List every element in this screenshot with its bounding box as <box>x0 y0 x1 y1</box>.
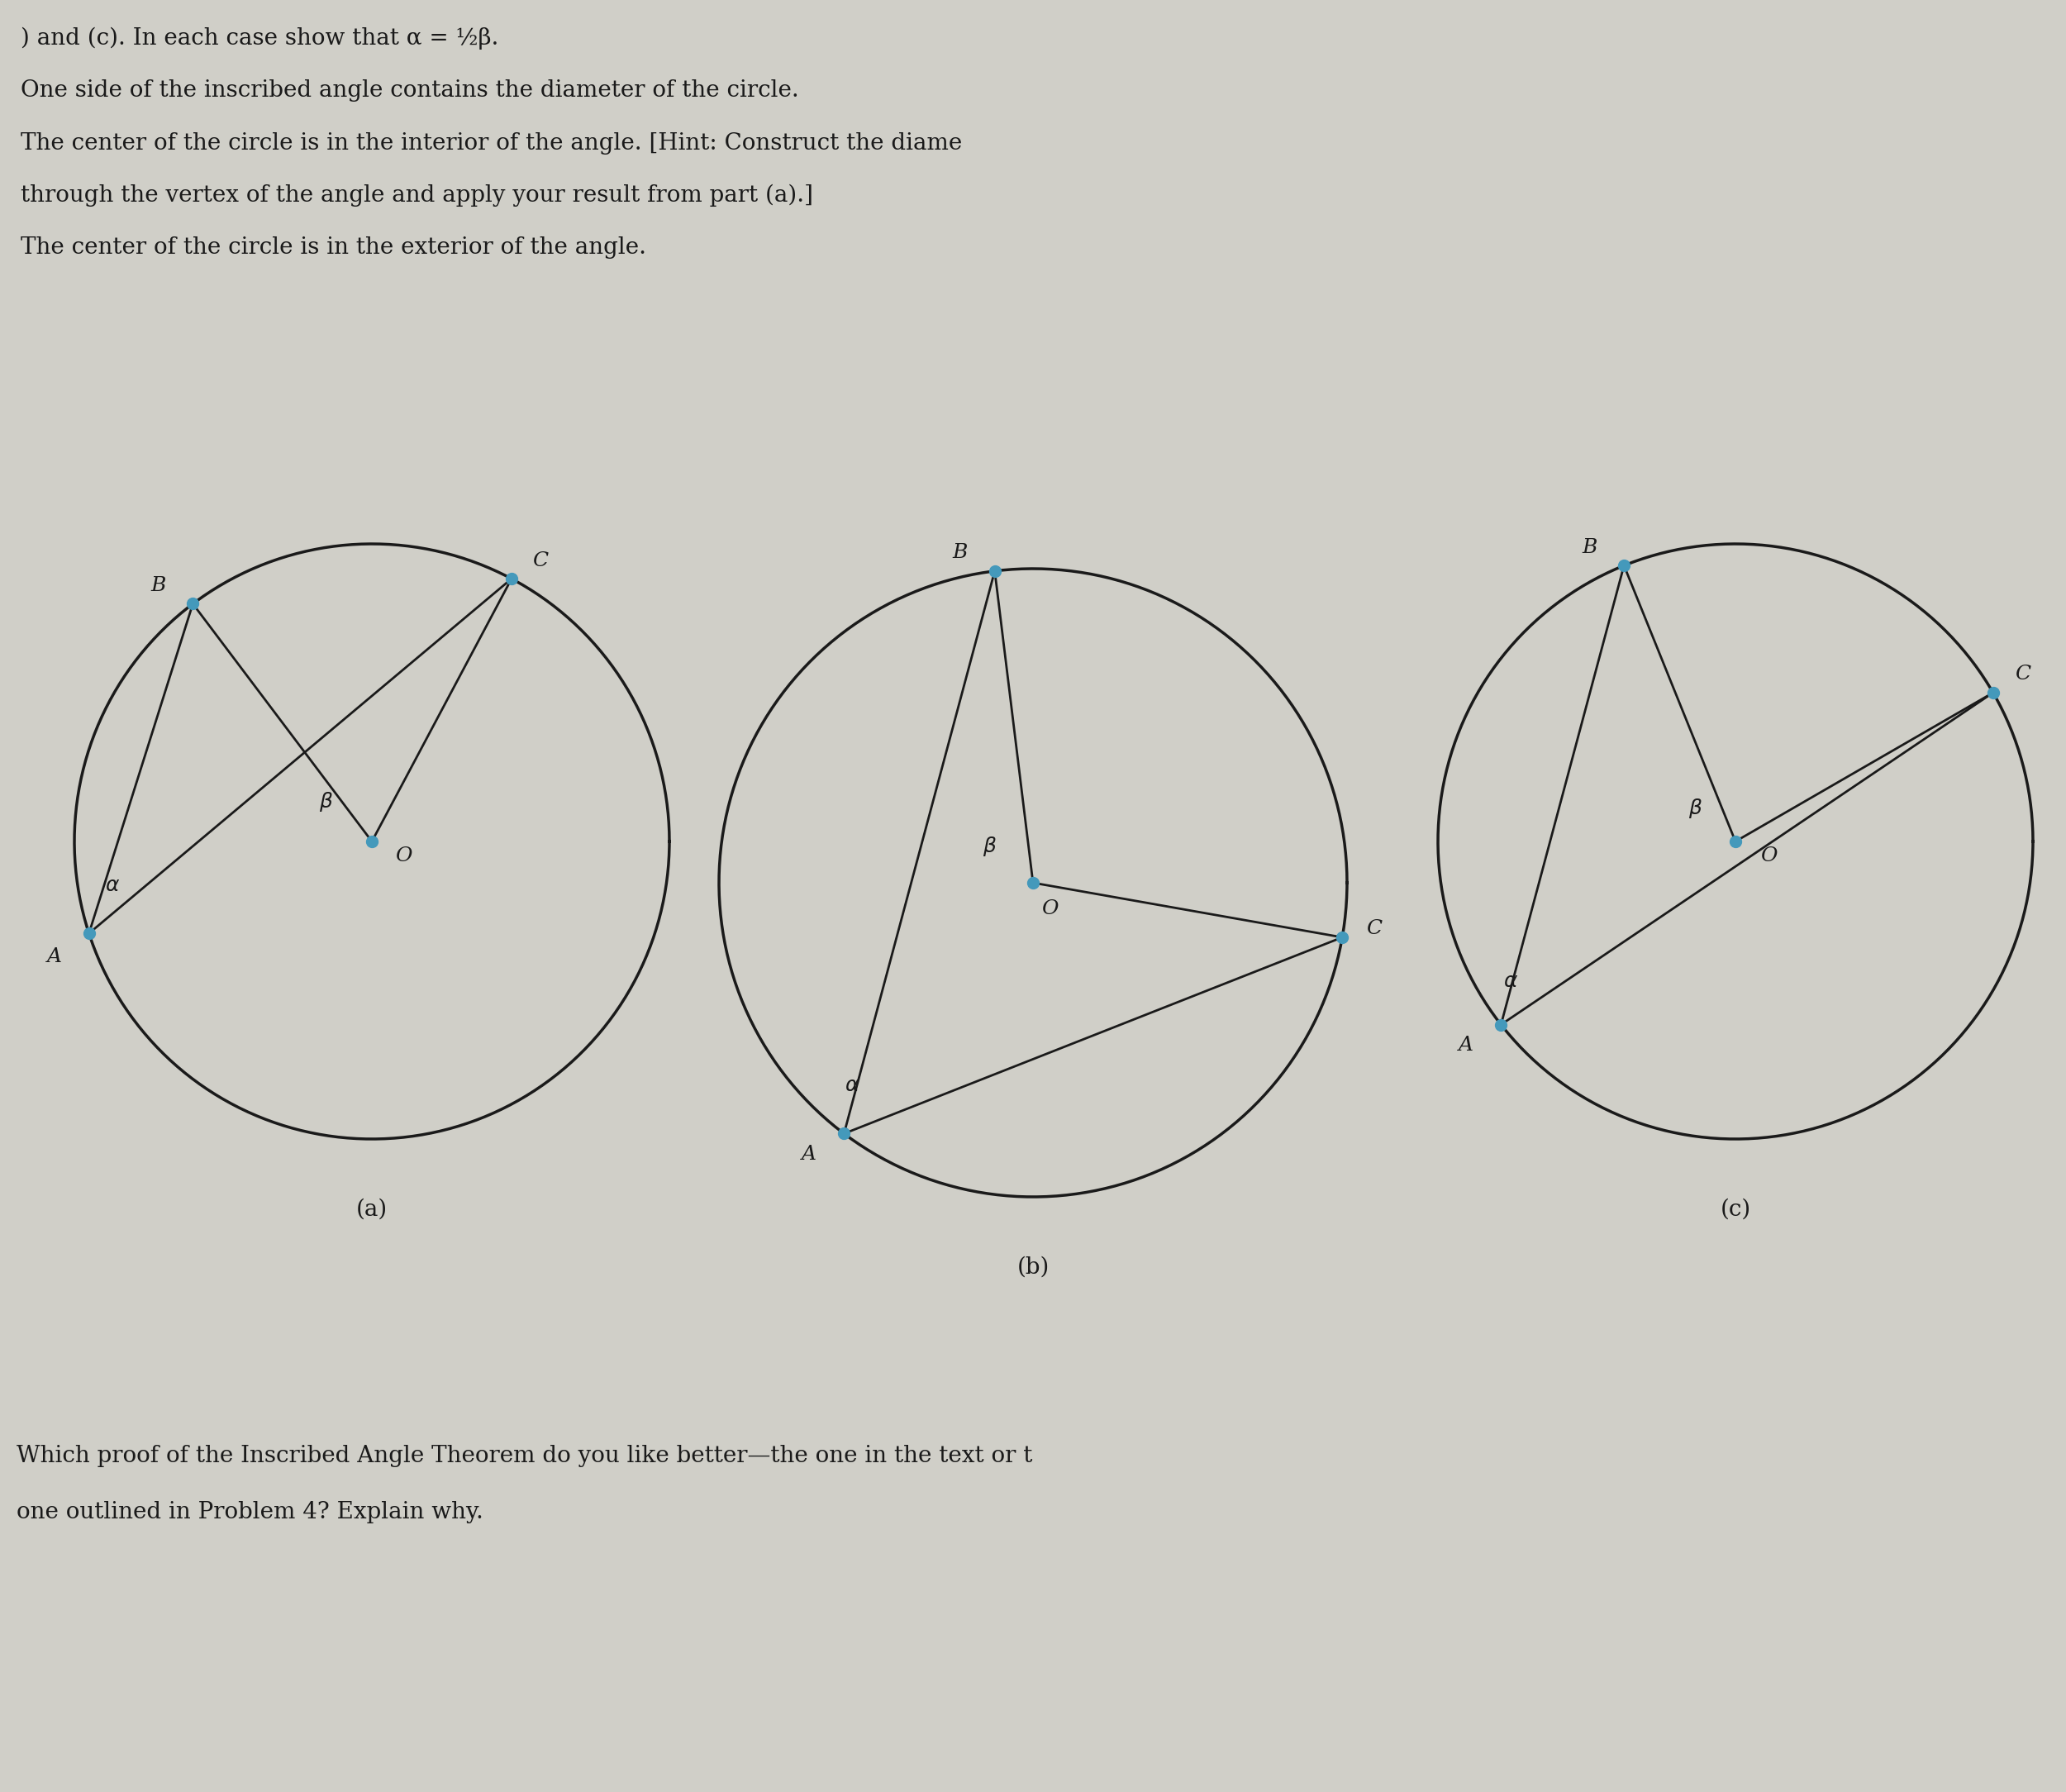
Text: Which proof of the Inscribed Angle Theorem do you like better—the one in the tex: Which proof of the Inscribed Angle Theor… <box>17 1444 1033 1468</box>
Text: one outlined in Problem 4? Explain why.: one outlined in Problem 4? Explain why. <box>17 1502 483 1523</box>
Text: A: A <box>802 1145 816 1163</box>
Text: through the vertex of the angle and apply your result from part (a).]: through the vertex of the angle and appl… <box>21 185 814 206</box>
Text: The center of the circle is in the interior of the angle. [Hint: Construct the d: The center of the circle is in the inter… <box>21 133 963 154</box>
Text: C: C <box>1366 919 1382 939</box>
Text: $\beta$: $\beta$ <box>1688 797 1702 821</box>
Text: One side of the inscribed angle contains the diameter of the circle.: One side of the inscribed angle contains… <box>21 79 800 102</box>
Text: $\alpha$: $\alpha$ <box>1504 971 1519 991</box>
Text: C: C <box>533 550 547 570</box>
Text: C: C <box>2014 665 2031 685</box>
Text: B: B <box>1583 538 1597 557</box>
Text: O: O <box>1041 900 1058 919</box>
Text: (b): (b) <box>1016 1256 1050 1278</box>
Text: (c): (c) <box>1721 1199 1750 1220</box>
Text: B: B <box>151 575 165 595</box>
Text: $\beta$: $\beta$ <box>983 835 998 858</box>
Text: (a): (a) <box>355 1199 388 1220</box>
Text: O: O <box>395 848 411 866</box>
Text: ) and (c). In each case show that α = ½β.: ) and (c). In each case show that α = ½β… <box>21 27 498 50</box>
Text: The center of the circle is in the exterior of the angle.: The center of the circle is in the exter… <box>21 237 647 258</box>
Text: $\alpha$: $\alpha$ <box>105 876 120 894</box>
Text: $\beta$: $\beta$ <box>320 790 333 814</box>
Text: A: A <box>1459 1036 1473 1055</box>
Text: B: B <box>952 543 967 563</box>
Text: $\alpha$: $\alpha$ <box>845 1077 859 1095</box>
Text: A: A <box>48 946 62 966</box>
Text: O: O <box>1760 848 1777 866</box>
